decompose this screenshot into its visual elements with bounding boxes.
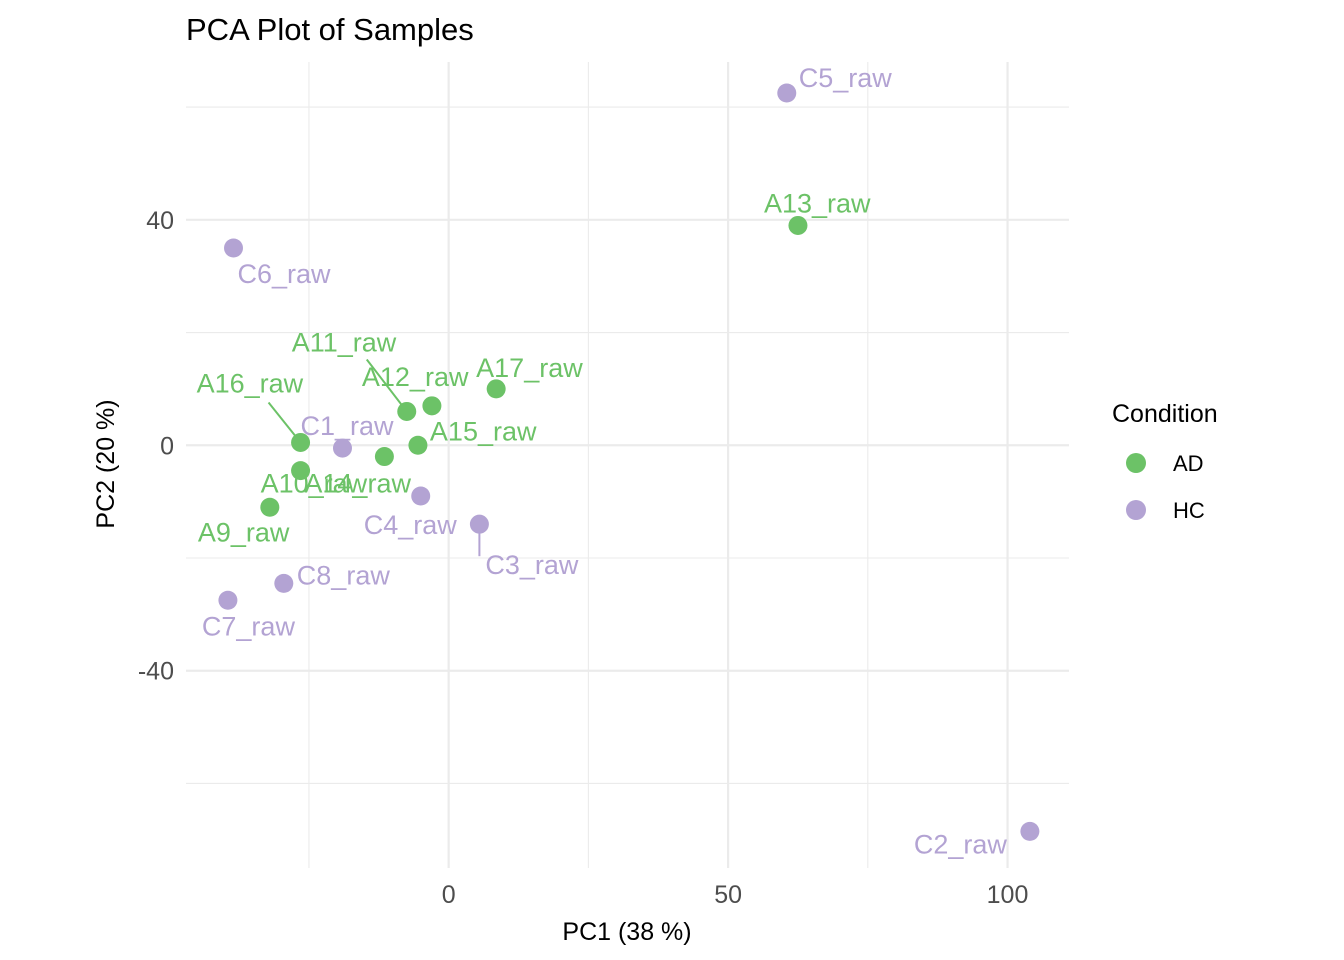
data-point-A17_raw — [486, 379, 506, 399]
data-point-A15_raw — [408, 435, 428, 455]
x-tick-label: 50 — [714, 881, 742, 909]
legend-label: HC — [1173, 498, 1205, 523]
point-label: A10_raw — [261, 469, 368, 499]
point-label: A17_raw — [476, 353, 583, 383]
chart-title: PCA Plot of Samples — [186, 12, 474, 47]
x-tick-label: 100 — [987, 881, 1029, 909]
plot-grid — [186, 62, 1069, 868]
point-label: C7_raw — [202, 611, 296, 641]
point-label: A13_raw — [764, 188, 871, 218]
data-point-C8_raw — [274, 573, 294, 593]
data-point-A12_raw — [422, 396, 442, 416]
data-point-C2_raw — [1020, 821, 1040, 841]
y-tick-label: 40 — [146, 207, 174, 235]
y-axis-title: PC2 (20 %) — [92, 399, 120, 528]
data-point-C3_raw — [469, 514, 489, 534]
data-point-C6_raw — [224, 238, 244, 258]
y-tick-label: 0 — [160, 432, 174, 460]
data-point-A11_raw — [397, 401, 417, 421]
data-point-A10_raw — [291, 461, 311, 481]
legend: Condition AD HC — [1112, 400, 1218, 523]
y-axis-ticks: -40 0 40 — [138, 207, 174, 686]
point-label: C3_raw — [485, 550, 579, 580]
data-point-C5_raw — [777, 83, 797, 103]
point-label: A12_raw — [362, 362, 469, 392]
x-axis-ticks: 0 50 100 — [442, 881, 1029, 909]
point-label: C2_raw — [914, 829, 1008, 859]
data-point-C1_raw — [332, 438, 352, 458]
data-points — [218, 83, 1040, 841]
point-label: A15_raw — [430, 416, 537, 446]
legend-key-HC — [1126, 500, 1146, 520]
point-label: C4_raw — [364, 510, 458, 540]
data-point-A16_raw — [291, 432, 311, 452]
data-point-C7_raw — [218, 590, 238, 610]
point-label: A14_raw — [304, 469, 411, 499]
y-tick-label: -40 — [138, 658, 174, 686]
x-axis-title: PC1 (38 %) — [562, 918, 691, 946]
point-labels: A9_raw A10_raw A11_raw A12_raw A13_raw A14_ra… — [197, 63, 1008, 859]
legend-label: AD — [1173, 451, 1204, 476]
data-point-A14_raw — [374, 447, 394, 467]
data-point-C4_raw — [411, 486, 431, 506]
point-label: C5_raw — [799, 63, 893, 93]
legend-key-AD — [1126, 453, 1146, 473]
point-label: A11_raw — [292, 327, 397, 357]
point-label: A16_raw — [197, 368, 304, 398]
data-point-A9_raw — [260, 497, 280, 517]
point-label: A9_raw — [198, 517, 290, 547]
data-point-A13_raw — [788, 215, 808, 235]
label-leader-line — [365, 358, 408, 413]
x-tick-label: 0 — [442, 881, 456, 909]
point-label: C6_raw — [238, 259, 332, 289]
point-label: C1_raw — [300, 411, 394, 441]
point-label: C8_raw — [297, 560, 391, 590]
legend-title: Condition — [1112, 400, 1218, 428]
